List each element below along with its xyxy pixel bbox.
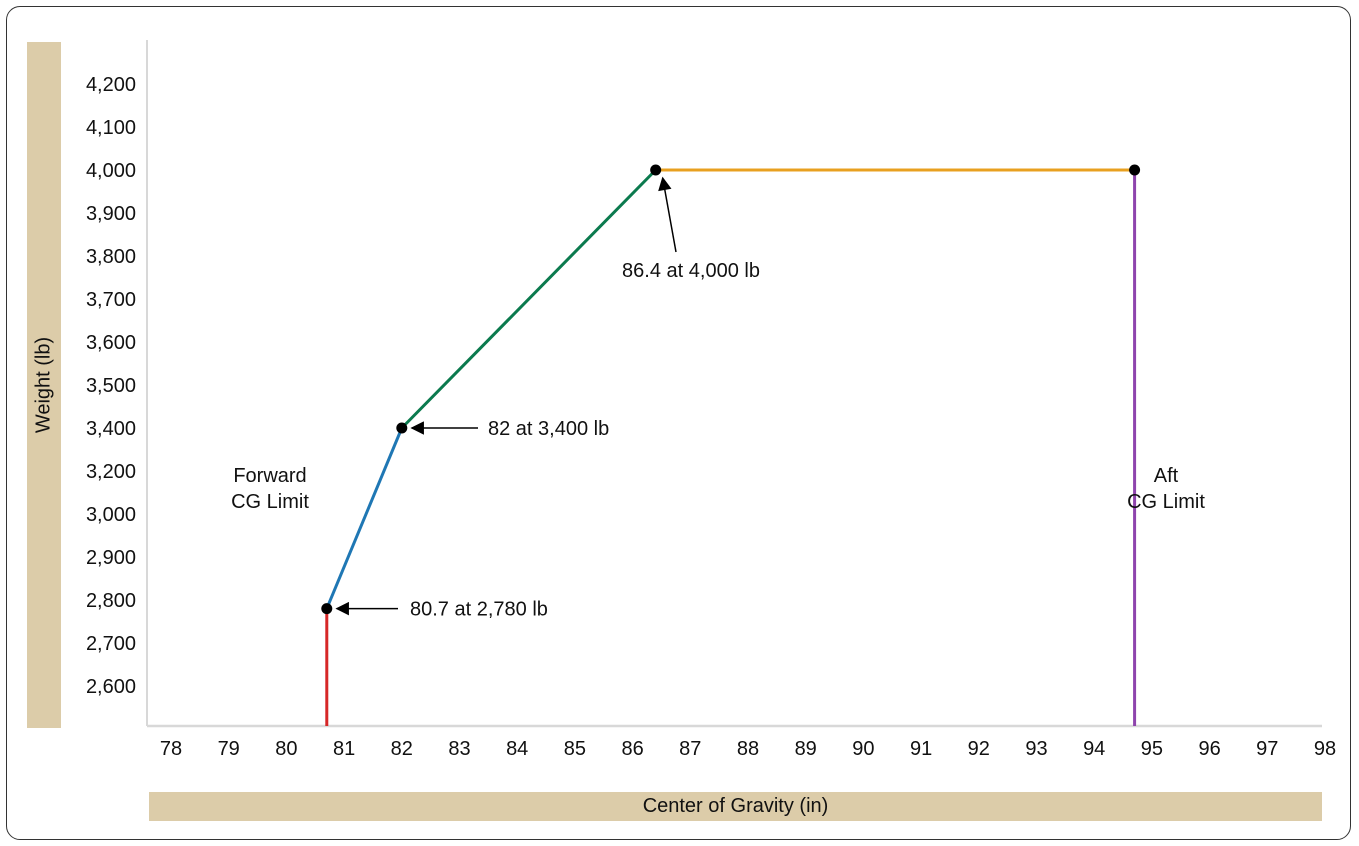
y-tick-label: 3,200 bbox=[86, 461, 136, 483]
point-label: 82 at 3,400 lb bbox=[488, 418, 609, 440]
x-tick-label: 83 bbox=[448, 738, 470, 760]
envelope-point bbox=[321, 603, 333, 615]
y-tick-label: 2,900 bbox=[86, 547, 136, 569]
x-tick-label: 86 bbox=[621, 738, 643, 760]
y-tick-label: 2,700 bbox=[86, 633, 136, 655]
y-tick-label: 3,500 bbox=[86, 375, 136, 397]
y-tick-label: 3,400 bbox=[86, 418, 136, 440]
x-tick-label: 82 bbox=[391, 738, 413, 760]
envelope-point bbox=[650, 164, 662, 176]
x-axis-label: Center of Gravity (in) bbox=[642, 795, 829, 817]
x-tick-label: 79 bbox=[218, 738, 240, 760]
x-tick-label: 98 bbox=[1314, 738, 1336, 760]
x-tick-label: 97 bbox=[1256, 738, 1278, 760]
y-tick-label: 3,700 bbox=[86, 289, 136, 311]
y-tick-label: 3,000 bbox=[86, 504, 136, 526]
y-tick-label: 3,600 bbox=[86, 332, 136, 354]
y-tick-label: 3,800 bbox=[86, 246, 136, 268]
limit-annotation: Forward bbox=[233, 465, 306, 487]
x-tick-label: 89 bbox=[795, 738, 817, 760]
x-tick-label: 85 bbox=[564, 738, 586, 760]
chart-frame bbox=[6, 6, 1351, 840]
limit-annotation: Aft bbox=[1154, 465, 1179, 487]
x-tick-label: 81 bbox=[333, 738, 355, 760]
x-tick-label: 78 bbox=[160, 738, 182, 760]
y-tick-label: 4,200 bbox=[86, 74, 136, 96]
envelope-point bbox=[1129, 164, 1141, 176]
x-tick-label: 88 bbox=[737, 738, 759, 760]
x-tick-label: 90 bbox=[852, 738, 874, 760]
limit-annotation: CG Limit bbox=[231, 491, 309, 513]
x-tick-label: 84 bbox=[506, 738, 528, 760]
envelope-segment bbox=[325, 427, 404, 610]
envelope-segment bbox=[400, 168, 657, 430]
point-label: 80.7 at 2,780 lb bbox=[410, 599, 548, 621]
y-tick-label: 2,800 bbox=[86, 590, 136, 612]
x-axis-label-band: Center of Gravity (in) bbox=[149, 792, 1322, 821]
x-tick-label: 92 bbox=[968, 738, 990, 760]
x-tick-label: 87 bbox=[679, 738, 701, 760]
x-tick-label: 95 bbox=[1141, 738, 1163, 760]
limit-annotation: CG Limit bbox=[1127, 491, 1205, 513]
x-tick-label: 80 bbox=[275, 738, 297, 760]
x-tick-label: 96 bbox=[1198, 738, 1220, 760]
envelope-point bbox=[396, 422, 408, 434]
x-tick-label: 91 bbox=[910, 738, 932, 760]
y-tick-label: 2,600 bbox=[86, 676, 136, 698]
y-tick-label: 4,100 bbox=[86, 117, 136, 139]
y-tick-label: 4,000 bbox=[86, 160, 136, 182]
y-axis-label-band bbox=[27, 42, 61, 728]
x-tick-label: 93 bbox=[1025, 738, 1047, 760]
callout-arrow bbox=[658, 176, 677, 253]
x-tick-label: 94 bbox=[1083, 738, 1105, 760]
point-label: 86.4 at 4,000 lb bbox=[622, 260, 760, 282]
y-tick-label: 3,900 bbox=[86, 203, 136, 225]
